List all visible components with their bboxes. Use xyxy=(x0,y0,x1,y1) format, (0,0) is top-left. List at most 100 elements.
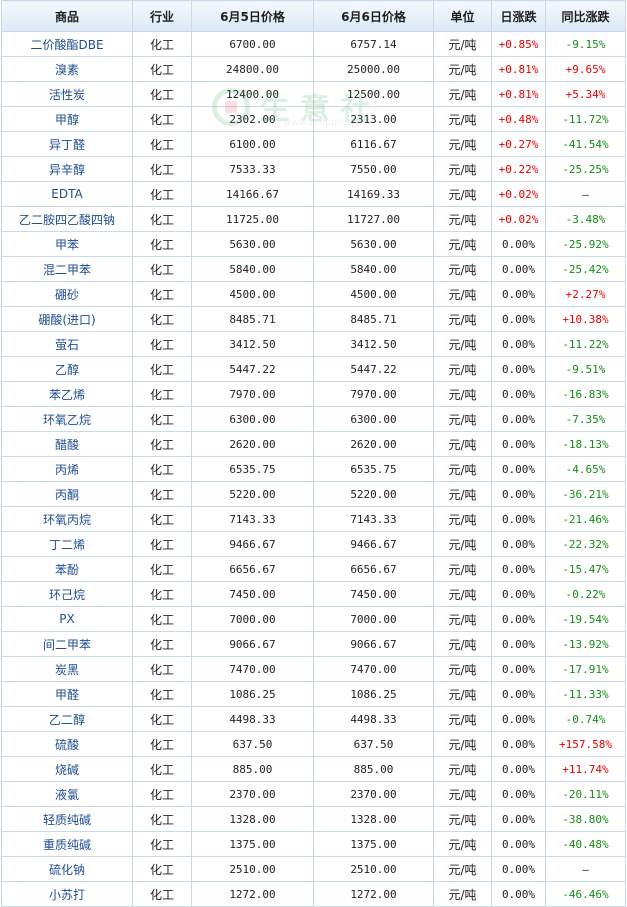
daily-change-cell: 0.00% xyxy=(491,531,546,557)
table-row: 二价酸酯DBE 化工 6700.00 6757.14 元/吨 +0.85% -9.15% xyxy=(1,31,626,57)
product-name-cell[interactable]: 二价酸酯DBE xyxy=(1,31,133,57)
table-row: EDTA 化工 14166.67 14169.33 元/吨 +0.02% — xyxy=(1,181,626,207)
price-jun5-cell: 2370.00 xyxy=(191,781,314,807)
table-row: 异辛醇 化工 7533.33 7550.00 元/吨 +0.22% -25.25% xyxy=(1,156,626,182)
price-jun5-cell: 3412.50 xyxy=(191,331,314,357)
industry-cell: 化工 xyxy=(132,206,192,232)
yoy-change-cell: +157.58% xyxy=(545,731,626,757)
price-jun5-cell: 6700.00 xyxy=(191,31,314,57)
price-jun5-cell: 1375.00 xyxy=(191,831,314,857)
daily-change-cell: 0.00% xyxy=(491,756,546,782)
industry-cell: 化工 xyxy=(132,181,192,207)
product-name-cell[interactable]: 醋酸 xyxy=(1,431,133,457)
yoy-change-cell: -36.21% xyxy=(545,481,626,507)
product-name-cell[interactable]: 异辛醇 xyxy=(1,156,133,182)
unit-cell: 元/吨 xyxy=(433,56,492,82)
yoy-change-cell: -0.22% xyxy=(545,581,626,607)
unit-cell: 元/吨 xyxy=(433,856,492,882)
table-row: 乙醇 化工 5447.22 5447.22 元/吨 0.00% -9.51% xyxy=(1,356,626,382)
product-name-cell[interactable]: 液氯 xyxy=(1,781,133,807)
product-name-cell[interactable]: 硫酸 xyxy=(1,731,133,757)
product-name-cell[interactable]: 硼酸(进口) xyxy=(1,306,133,332)
unit-cell: 元/吨 xyxy=(433,256,492,282)
daily-change-cell: 0.00% xyxy=(491,881,546,907)
table-header: 商品 行业 6月5日价格 6月6日价格 单位 日涨跌 同比涨跌 xyxy=(1,0,626,32)
product-name-cell[interactable]: 环氧乙烷 xyxy=(1,406,133,432)
product-name-cell[interactable]: 甲苯 xyxy=(1,231,133,257)
price-jun5-cell: 8485.71 xyxy=(191,306,314,332)
daily-change-cell: 0.00% xyxy=(491,331,546,357)
industry-cell: 化工 xyxy=(132,831,192,857)
yoy-change-cell: -11.22% xyxy=(545,331,626,357)
industry-cell: 化工 xyxy=(132,806,192,832)
table-row: 丙烯 化工 6535.75 6535.75 元/吨 0.00% -4.65% xyxy=(1,456,626,482)
table-row: 小苏打 化工 1272.00 1272.00 元/吨 0.00% -46.46% xyxy=(1,881,626,907)
yoy-change-cell: -38.80% xyxy=(545,806,626,832)
product-name-cell[interactable]: 轻质纯碱 xyxy=(1,806,133,832)
price-jun6-cell: 6300.00 xyxy=(313,406,434,432)
product-name-cell[interactable]: 硫化钠 xyxy=(1,856,133,882)
daily-change-cell: 0.00% xyxy=(491,731,546,757)
price-jun5-cell: 9066.67 xyxy=(191,631,314,657)
industry-cell: 化工 xyxy=(132,156,192,182)
daily-change-cell: 0.00% xyxy=(491,681,546,707)
price-jun5-cell: 6100.00 xyxy=(191,131,314,157)
unit-cell: 元/吨 xyxy=(433,156,492,182)
product-name-cell[interactable]: 甲醛 xyxy=(1,681,133,707)
table-row: 环氧乙烷 化工 6300.00 6300.00 元/吨 0.00% -7.35% xyxy=(1,406,626,432)
product-name-cell[interactable]: 乙醇 xyxy=(1,356,133,382)
product-name-cell[interactable]: 苯酚 xyxy=(1,556,133,582)
product-name-cell[interactable]: 乙二醇 xyxy=(1,706,133,732)
table-row: 活性炭 化工 12400.00 12500.00 元/吨 +0.81% +5.34% xyxy=(1,81,626,107)
yoy-change-cell: -20.11% xyxy=(545,781,626,807)
product-name-cell[interactable]: 丁二烯 xyxy=(1,531,133,557)
product-name-cell[interactable]: 异丁醛 xyxy=(1,131,133,157)
price-jun5-cell: 4498.33 xyxy=(191,706,314,732)
table-row: 硼砂 化工 4500.00 4500.00 元/吨 0.00% +2.27% xyxy=(1,281,626,307)
price-jun6-cell: 9066.67 xyxy=(313,631,434,657)
product-name-cell[interactable]: 溴素 xyxy=(1,56,133,82)
unit-cell: 元/吨 xyxy=(433,281,492,307)
daily-change-cell: 0.00% xyxy=(491,406,546,432)
daily-change-cell: 0.00% xyxy=(491,356,546,382)
product-name-cell[interactable]: 间二甲苯 xyxy=(1,631,133,657)
industry-cell: 化工 xyxy=(132,256,192,282)
unit-cell: 元/吨 xyxy=(433,81,492,107)
product-name-cell[interactable]: 小苏打 xyxy=(1,881,133,907)
header-row: 商品 行业 6月5日价格 6月6日价格 单位 日涨跌 同比涨跌 xyxy=(1,0,626,32)
yoy-change-cell: +9.65% xyxy=(545,56,626,82)
price-jun6-cell: 7470.00 xyxy=(313,656,434,682)
industry-cell: 化工 xyxy=(132,481,192,507)
unit-cell: 元/吨 xyxy=(433,331,492,357)
industry-cell: 化工 xyxy=(132,331,192,357)
price-jun6-cell: 12500.00 xyxy=(313,81,434,107)
yoy-change-cell: -11.72% xyxy=(545,106,626,132)
unit-cell: 元/吨 xyxy=(433,231,492,257)
price-jun6-cell: 5447.22 xyxy=(313,356,434,382)
product-name-cell[interactable]: 活性炭 xyxy=(1,81,133,107)
product-name-cell[interactable]: 烧碱 xyxy=(1,756,133,782)
product-name-cell[interactable]: 炭黑 xyxy=(1,656,133,682)
yoy-change-cell: -15.47% xyxy=(545,556,626,582)
product-name-cell[interactable]: 环己烷 xyxy=(1,581,133,607)
header-price-jun5: 6月5日价格 xyxy=(191,0,314,32)
product-name-cell[interactable]: 硼砂 xyxy=(1,281,133,307)
product-name-cell[interactable]: 丙酮 xyxy=(1,481,133,507)
price-jun6-cell: 25000.00 xyxy=(313,56,434,82)
product-name-cell[interactable]: 重质纯碱 xyxy=(1,831,133,857)
product-name-cell[interactable]: 环氧丙烷 xyxy=(1,506,133,532)
product-name-cell[interactable]: PX xyxy=(1,606,133,632)
price-jun5-cell: 1272.00 xyxy=(191,881,314,907)
unit-cell: 元/吨 xyxy=(433,131,492,157)
product-name-cell[interactable]: 甲醇 xyxy=(1,106,133,132)
product-name-cell[interactable]: 混二甲苯 xyxy=(1,256,133,282)
table-row: 重质纯碱 化工 1375.00 1375.00 元/吨 0.00% -40.48% xyxy=(1,831,626,857)
yoy-change-cell: -17.91% xyxy=(545,656,626,682)
product-name-cell[interactable]: 苯乙烯 xyxy=(1,381,133,407)
product-name-cell[interactable]: 丙烯 xyxy=(1,456,133,482)
product-name-cell[interactable]: 乙二胺四乙酸四钠 xyxy=(1,206,133,232)
product-name-cell[interactable]: EDTA xyxy=(1,181,133,207)
yoy-change-cell: -13.92% xyxy=(545,631,626,657)
price-jun5-cell: 7970.00 xyxy=(191,381,314,407)
product-name-cell[interactable]: 萤石 xyxy=(1,331,133,357)
